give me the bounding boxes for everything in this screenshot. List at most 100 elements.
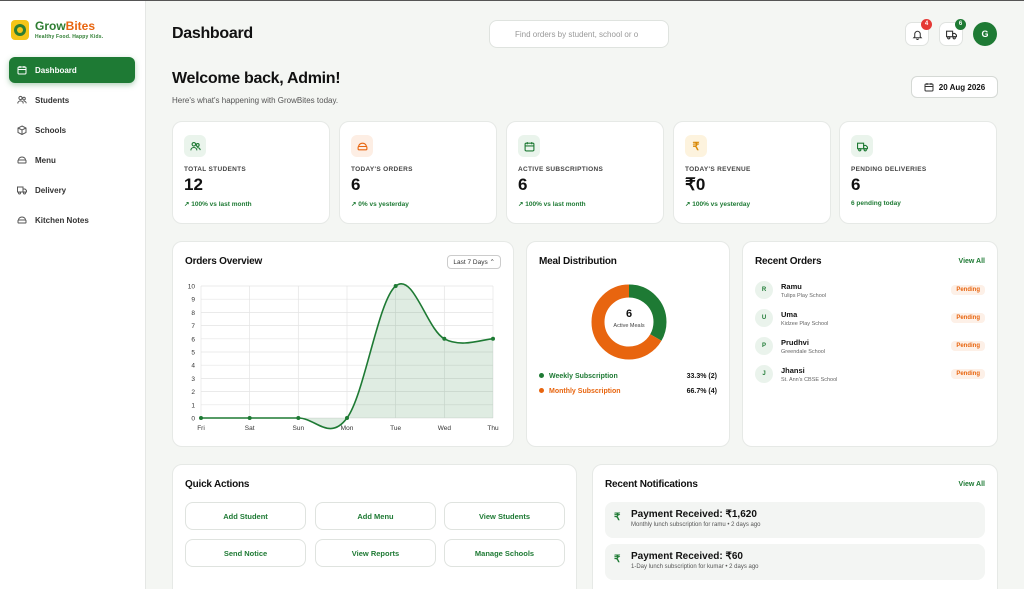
sidebar-item-schools[interactable]: Schools xyxy=(9,117,135,143)
avatar[interactable]: G xyxy=(973,22,997,46)
meal-distribution-card: Meal Distribution 6 Active Meals Weekly … xyxy=(526,241,730,447)
stat-card-todays-revenue[interactable]: ₹ TODAY'S REVENUE ₹0 ↗ 100% vs yesterday xyxy=(673,121,831,224)
stat-card-total-students[interactable]: TOTAL STUDENTS 12 ↗ 100% vs last month xyxy=(172,121,330,224)
stat-value: 6 xyxy=(851,175,861,194)
notification-title: Payment Received: ₹1,620 xyxy=(631,509,757,520)
sidebar-item-menu[interactable]: Menu xyxy=(9,147,135,173)
data-point xyxy=(199,416,203,420)
list-item[interactable]: R Ramu Tulips Play School Pending xyxy=(755,278,985,302)
notes-icon xyxy=(17,215,27,225)
sidebar-item-label: Kitchen Notes xyxy=(35,215,89,225)
stat-card-pending-deliveries[interactable]: PENDING DELIVERIES 6 6 pending today xyxy=(839,121,997,224)
notifications-count-badge: 4 xyxy=(921,19,932,30)
legend-item-weekly: Weekly Subscription 33.3% (2) xyxy=(539,373,717,380)
list-item[interactable]: J Jhansi St. Ann's CBSE School Pending xyxy=(755,362,985,386)
brand-tagline: Healthy Food. Happy Kids. xyxy=(35,33,104,40)
view-all-orders-link[interactable]: View All xyxy=(958,258,985,265)
x-tick-label: Sat xyxy=(245,425,255,432)
card-title: Recent Orders xyxy=(755,256,822,267)
brand-name: GrowBites xyxy=(35,18,96,33)
calendar-icon xyxy=(518,135,540,157)
status-badge: Pending xyxy=(951,313,985,323)
y-tick-label: 3 xyxy=(191,376,195,383)
legend-label: Weekly Subscription xyxy=(549,373,618,380)
deliveries-button[interactable]: 6 xyxy=(939,19,966,46)
sidebar-item-dashboard[interactable]: Dashboard xyxy=(9,57,135,83)
date-label: 20 Aug 2026 xyxy=(938,82,986,92)
range-select-value: Last 7 Days xyxy=(453,259,488,266)
stat-trend: ↗ 0% vs yesterday xyxy=(351,201,409,208)
order-student-name: Prudhvi xyxy=(781,337,809,347)
sidebar-item-students[interactable]: Students xyxy=(9,87,135,113)
stat-trend: ↗ 100% vs yesterday xyxy=(685,201,751,208)
stat-card-todays-orders[interactable]: TODAY'S ORDERS 6 ↗ 0% vs yesterday xyxy=(339,121,497,224)
rupee-icon: ₹ xyxy=(685,135,707,157)
data-point xyxy=(296,416,301,420)
stat-value: 12 xyxy=(184,175,203,194)
manage-schools-button[interactable]: Manage Schools xyxy=(444,539,565,567)
status-badge: Pending xyxy=(951,369,985,379)
stat-trend: ↗ 100% vs last month xyxy=(518,201,586,208)
sidebar-item-delivery[interactable]: Delivery xyxy=(9,177,135,203)
avatar: P xyxy=(755,337,773,355)
data-point xyxy=(247,416,252,420)
rupee-icon: ₹ xyxy=(614,554,621,565)
y-tick-label: 5 xyxy=(191,350,195,357)
box-icon xyxy=(17,125,27,135)
bell-icon xyxy=(912,30,922,40)
notifications-button[interactable]: 4 xyxy=(905,19,932,46)
legend-item-monthly: Monthly Subscription 66.7% (4) xyxy=(539,388,717,395)
send-notice-button[interactable]: Send Notice xyxy=(185,539,306,567)
y-tick-label: 2 xyxy=(191,389,195,396)
order-school-name: Tulips Play School xyxy=(781,292,827,299)
list-item[interactable]: P Prudhvi Greendale School Pending xyxy=(755,334,985,358)
list-item[interactable]: U Uma Kidzee Play School Pending xyxy=(755,306,985,330)
sidebar-item-label: Schools xyxy=(35,125,67,135)
y-tick-label: 8 xyxy=(191,310,195,317)
series-area xyxy=(201,283,493,429)
quick-actions-card: Quick Actions Add Student Add Menu View … xyxy=(172,464,577,589)
y-tick-label: 7 xyxy=(191,323,195,330)
recent-orders-card: Recent Orders View All R Ramu Tulips Play… xyxy=(742,241,998,447)
notification-title: Payment Received: ₹60 xyxy=(631,551,743,562)
legend-value: 66.7% (4) xyxy=(686,388,717,395)
stat-value: ₹0 xyxy=(685,175,706,194)
donut-center-value: 6 xyxy=(625,308,633,320)
y-tick-label: 0 xyxy=(191,416,195,423)
view-reports-button[interactable]: View Reports xyxy=(315,539,436,567)
sidebar-item-label: Delivery xyxy=(35,185,67,195)
donut-center-label: Active Meals xyxy=(613,323,645,329)
growbites-logo-icon xyxy=(11,19,29,40)
stat-label: TODAY'S ORDERS xyxy=(351,166,413,173)
brand-logo[interactable]: GrowBites Healthy Food. Happy Kids. xyxy=(0,1,145,45)
data-point xyxy=(442,336,447,341)
notification-item[interactable]: ₹ Payment Received: ₹60 1-Day lunch subs… xyxy=(605,544,985,580)
notification-item[interactable]: ₹ Payment Received: ₹1,620 Monthly lunch… xyxy=(605,502,985,538)
calendar-icon xyxy=(17,65,27,75)
status-badge: Pending xyxy=(951,285,985,295)
x-tick-label: Sun xyxy=(293,425,305,432)
date-picker-button[interactable]: 20 Aug 2026 xyxy=(911,76,998,98)
range-select[interactable]: Last 7 Days ⌃ xyxy=(447,255,501,269)
order-student-name: Jhansi xyxy=(781,365,805,375)
stat-card-active-subscriptions[interactable]: ACTIVE SUBSCRIPTIONS 6 ↗ 100% vs last mo… xyxy=(506,121,664,224)
avatar: U xyxy=(755,309,773,327)
x-tick-label: Wed xyxy=(438,425,452,432)
y-tick-label: 9 xyxy=(191,297,195,304)
search-input[interactable]: Find orders by student, school or o xyxy=(489,20,669,48)
add-menu-button[interactable]: Add Menu xyxy=(315,502,436,530)
card-title: Meal Distribution xyxy=(539,256,617,267)
stat-label: TOTAL STUDENTS xyxy=(184,166,246,173)
add-student-button[interactable]: Add Student xyxy=(185,502,306,530)
sidebar-item-kitchen-notes[interactable]: Kitchen Notes xyxy=(9,207,135,233)
x-tick-label: Thu xyxy=(487,425,499,432)
page-title: Dashboard xyxy=(172,25,253,42)
sidebar: GrowBites Healthy Food. Happy Kids. Dash… xyxy=(0,1,146,589)
view-students-button[interactable]: View Students xyxy=(444,502,565,530)
order-student-name: Ramu xyxy=(781,281,802,291)
order-school-name: St. Ann's CBSE School xyxy=(781,376,838,383)
sidebar-item-label: Menu xyxy=(35,155,56,165)
y-tick-label: 1 xyxy=(191,402,195,409)
series-line xyxy=(201,283,494,430)
view-all-notifications-link[interactable]: View All xyxy=(958,481,985,488)
